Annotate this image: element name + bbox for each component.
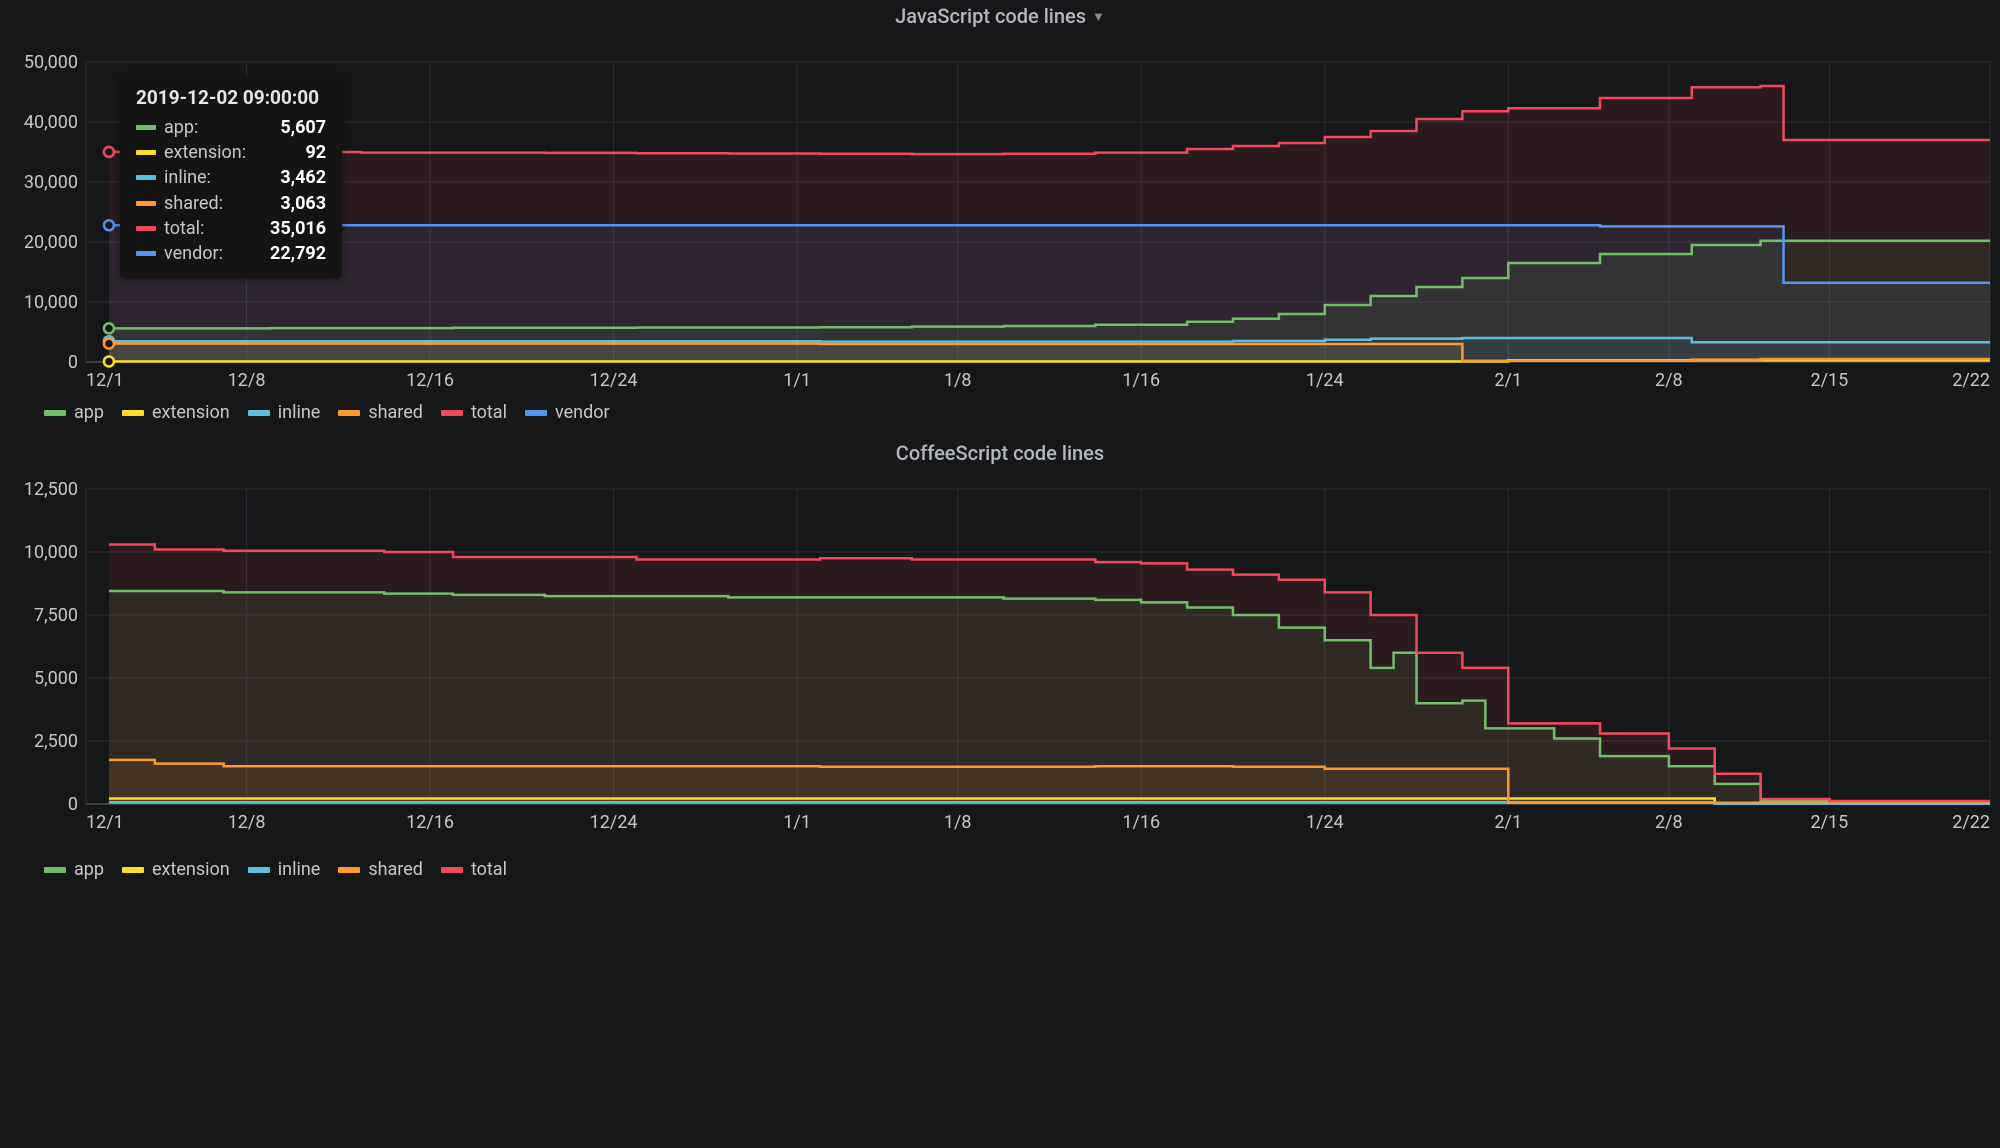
x-tick-label: 1/1 — [783, 812, 811, 833]
x-tick-label: 12/16 — [406, 812, 454, 833]
legend-item-extension[interactable]: extension — [122, 859, 230, 880]
legend-label: shared — [368, 402, 423, 423]
legend-item-app[interactable]: app — [44, 859, 104, 880]
hover-marker-shared — [104, 339, 114, 349]
y-tick-label: 50,000 — [24, 52, 78, 73]
chart-svg: 0 10,000 20,000 30,000 40,000 50,000 12/1 12/8 1… — [10, 32, 2000, 392]
x-tick-label: 12/24 — [590, 812, 638, 833]
chart-svg: 0 2,500 5,000 7,500 10,000 12,500 12/1 12/8 12/1… — [10, 469, 2000, 849]
x-tick-label: 2/15 — [1811, 812, 1849, 833]
x-tick-label: 12/1 — [86, 812, 124, 833]
x-tick-label: 2/22 — [1952, 370, 1990, 391]
x-tick-label: 2/8 — [1655, 812, 1683, 833]
legend-item-inline[interactable]: inline — [248, 402, 321, 423]
legend-item-inline[interactable]: inline — [248, 859, 321, 880]
hover-marker-vendor — [104, 220, 114, 230]
x-tick-label: 12/8 — [228, 812, 266, 833]
legend-label: total — [471, 402, 507, 423]
hover-marker-extension — [104, 356, 114, 366]
x-tick-label: 1/1 — [783, 370, 811, 391]
y-tick-label: 2,500 — [34, 731, 78, 752]
legend-swatch — [122, 410, 144, 416]
chart-area[interactable]: 0 10,000 20,000 30,000 40,000 50,000 12/1 12/8 1… — [10, 32, 1990, 392]
legend-item-total[interactable]: total — [441, 859, 507, 880]
y-tick-label: 40,000 — [24, 112, 78, 133]
legend-swatch — [525, 410, 547, 416]
legend-swatch — [248, 867, 270, 873]
y-tick-label: 20,000 — [24, 232, 78, 253]
legend: app extension inline shared total vendor — [10, 392, 1990, 427]
x-tick-label: 1/16 — [1122, 812, 1160, 833]
legend-label: app — [74, 402, 104, 423]
chevron-down-icon: ▼ — [1092, 9, 1105, 25]
legend-item-extension[interactable]: extension — [122, 402, 230, 423]
legend-swatch — [338, 410, 360, 416]
x-tick-label: 12/16 — [406, 370, 454, 391]
panel-coffee: CoffeeScript code lines 0 2,500 5,000 7,500 1… — [0, 437, 2000, 894]
legend-item-total[interactable]: total — [441, 402, 507, 423]
y-tick-label: 7,500 — [34, 605, 78, 626]
hover-marker-total — [104, 147, 114, 157]
x-tick-label: 2/1 — [1494, 812, 1522, 833]
legend-item-vendor[interactable]: vendor — [525, 402, 610, 423]
legend-swatch — [248, 410, 270, 416]
legend-swatch — [441, 410, 463, 416]
x-tick-label: 2/22 — [1952, 812, 1990, 833]
legend-label: total — [471, 859, 507, 880]
y-tick-label: 12,500 — [24, 479, 78, 500]
legend-label: extension — [152, 859, 230, 880]
y-tick-label: 30,000 — [24, 172, 78, 193]
legend: app extension inline shared total — [10, 849, 1990, 884]
y-tick-label: 10,000 — [24, 542, 78, 563]
legend-label: extension — [152, 402, 230, 423]
legend-swatch — [44, 867, 66, 873]
x-tick-label: 1/16 — [1122, 370, 1160, 391]
legend-label: vendor — [555, 402, 610, 423]
panel-title[interactable]: CoffeeScript code lines — [10, 437, 1990, 469]
y-tick-label: 0 — [68, 352, 78, 373]
legend-item-shared[interactable]: shared — [338, 859, 423, 880]
hover-marker-app — [104, 323, 114, 333]
legend-swatch — [44, 410, 66, 416]
y-tick-label: 10,000 — [24, 292, 78, 313]
legend-item-app[interactable]: app — [44, 402, 104, 423]
legend-item-shared[interactable]: shared — [338, 402, 423, 423]
x-tick-label: 12/24 — [590, 370, 638, 391]
x-tick-label: 2/8 — [1655, 370, 1683, 391]
x-tick-label: 12/8 — [228, 370, 266, 391]
y-tick-label: 0 — [68, 794, 78, 815]
x-tick-label: 1/8 — [944, 370, 972, 391]
x-tick-label: 1/8 — [944, 812, 972, 833]
y-tick-label: 5,000 — [34, 668, 78, 689]
panel-title[interactable]: JavaScript code lines▼ — [10, 0, 1990, 32]
legend-swatch — [338, 867, 360, 873]
x-tick-label: 1/24 — [1306, 370, 1344, 391]
legend-label: shared — [368, 859, 423, 880]
legend-swatch — [122, 867, 144, 873]
x-tick-label: 2/1 — [1494, 370, 1522, 391]
legend-label: inline — [278, 859, 321, 880]
panel-js: JavaScript code lines▼ 0 10,000 20,000 30,00… — [0, 0, 2000, 437]
legend-swatch — [441, 867, 463, 873]
x-tick-label: 12/1 — [86, 370, 124, 391]
chart-area[interactable]: 0 2,500 5,000 7,500 10,000 12,500 12/1 12/8 12/1… — [10, 469, 1990, 849]
x-tick-label: 2/15 — [1811, 370, 1849, 391]
legend-label: inline — [278, 402, 321, 423]
x-tick-label: 1/24 — [1306, 812, 1344, 833]
legend-label: app — [74, 859, 104, 880]
